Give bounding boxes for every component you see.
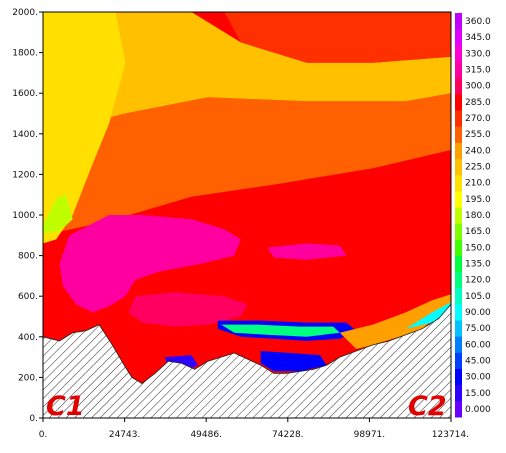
terrain-hatch [43, 303, 451, 418]
y-tick-label: 400. [18, 333, 38, 343]
colorbar-label: 300.0 [465, 82, 491, 92]
colorbar-label: 90.00 [465, 308, 491, 318]
colorbar-label: 285.0 [465, 98, 491, 108]
colorbar-label: 225.0 [465, 163, 491, 173]
y-tick-label: 1400. [12, 130, 38, 140]
colorbar-label: 360.0 [465, 17, 491, 27]
contour-region [221, 324, 340, 337]
colorbar-label: 120.0 [465, 276, 491, 286]
x-axis: 0. 24743. 49486. 74228. 98971. 123714. [39, 418, 469, 440]
colorbar-label: 345.0 [465, 33, 491, 43]
colorbar-swatch [455, 109, 462, 127]
colorbar-swatch [455, 336, 462, 353]
colorbar-swatch [455, 206, 462, 224]
contour-region [43, 93, 451, 236]
colorbar-swatch [455, 400, 462, 418]
colorbar-swatch [455, 190, 462, 208]
colorbar-label: 150.0 [465, 243, 491, 253]
y-tick-label: 2000. [12, 8, 38, 18]
x-tick-label: 0. [39, 430, 48, 440]
colorbar-swatch [455, 384, 462, 402]
x-tick-label: 74228. [272, 430, 304, 440]
colorbar-swatch [455, 174, 462, 192]
x-tick-label: 49486. [190, 430, 222, 440]
colorbar-swatch [455, 142, 462, 159]
colorbar-label: 330.0 [465, 49, 491, 59]
colorbar-swatch [455, 271, 462, 289]
colorbar-label: 105.0 [465, 292, 491, 302]
x-tick-label: 24743. [109, 430, 141, 440]
y-tick-label: 1600. [12, 89, 38, 99]
colorbar-swatch [455, 223, 462, 240]
annotation-c2: C2 [408, 391, 447, 422]
colorbar: 0.000 15.00 30.00 45.00 60.00 75.00 90.00 105.0… [455, 13, 491, 418]
contour-region [59, 215, 241, 313]
colorbar-label: 75.00 [465, 324, 491, 334]
y-axis: 0. 200. 400. 600. 800. 1000. 1200. 1400. 1600. 18… [12, 8, 43, 424]
y-tick-label: 1200. [12, 170, 38, 180]
y-tick-label: 1000. [12, 211, 38, 221]
colorbar-swatch [455, 126, 462, 143]
contour-region [405, 302, 451, 329]
contour-region [224, 12, 451, 63]
annotation-c1: C1 [46, 391, 85, 422]
contour-region [267, 243, 347, 260]
x-tick-label: 98971. [354, 430, 386, 440]
colorbar-swatch [455, 368, 462, 386]
contour-region [43, 148, 451, 337]
y-tick-label: 0. [29, 414, 38, 424]
colorbar-swatch [455, 239, 462, 256]
colorbar-swatch [455, 158, 462, 176]
y-tick-label: 600. [18, 292, 38, 302]
colorbar-label: 315.0 [465, 66, 491, 76]
colorbar-label: 210.0 [465, 179, 491, 189]
colorbar-label: 270.0 [465, 114, 491, 124]
colorbar-swatch [455, 29, 462, 46]
colorbar-label: 30.00 [465, 373, 491, 383]
colorbar-swatch [455, 255, 462, 273]
colorbar-swatch [455, 303, 462, 321]
y-tick-label: 1800. [12, 49, 38, 59]
contour-region [43, 12, 451, 134]
colorbar-swatch [455, 320, 462, 337]
colorbar-swatch [455, 61, 462, 79]
y-tick-label: 200. [18, 373, 38, 383]
colorbar-label: 240.0 [465, 146, 491, 156]
contour-region [43, 194, 73, 234]
contour-region [128, 292, 248, 327]
colorbar-label: 180.0 [465, 211, 491, 221]
contour-region [260, 351, 327, 372]
colorbar-swatch [455, 352, 462, 370]
colorbar-swatch [455, 93, 462, 111]
colorbar-swatch [455, 13, 462, 30]
contour-region [43, 12, 126, 244]
colorbar-label: 15.00 [465, 389, 491, 399]
colorbar-label: 45.00 [465, 356, 491, 366]
colorbar-swatch [455, 77, 462, 95]
colorbar-label: 0.000 [465, 405, 491, 415]
contour-region [339, 294, 451, 349]
colorbar-label: 135.0 [465, 259, 491, 269]
colorbar-label: 195.0 [465, 195, 491, 205]
colorbar-swatch [455, 287, 462, 305]
colorbar-label: 255.0 [465, 130, 491, 140]
x-tick-label: 123714. [432, 430, 469, 440]
colorbar-label: 60.00 [465, 340, 491, 350]
colorbar-label: 165.0 [465, 227, 491, 237]
contour-regions [43, 12, 451, 418]
y-tick-label: 800. [18, 252, 38, 262]
colorbar-swatch [455, 45, 462, 62]
